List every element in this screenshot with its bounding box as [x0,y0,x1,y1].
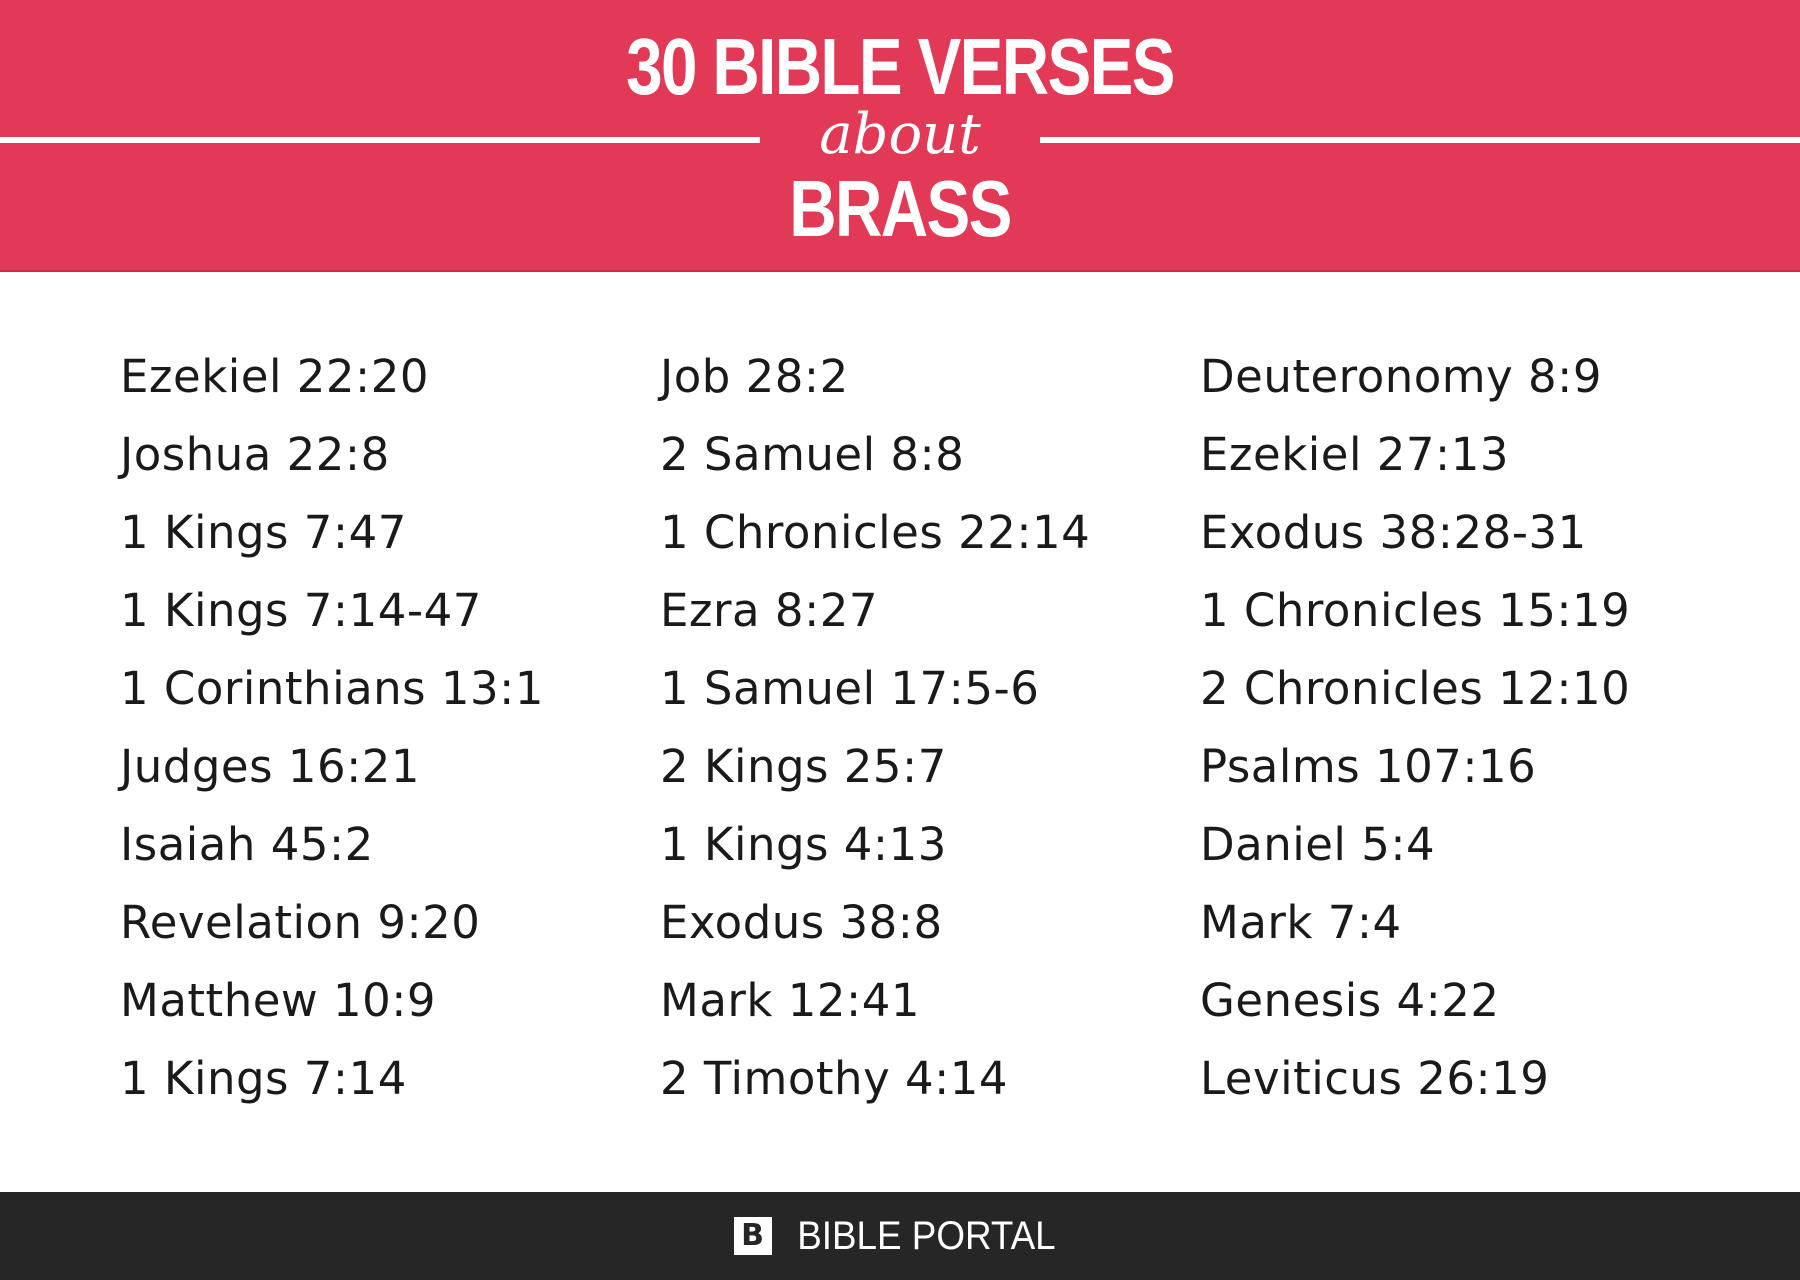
verse-reference[interactable]: 2 Timothy 4:14 [660,1052,1009,1105]
verse-reference[interactable]: Ezekiel 22:20 [120,350,429,403]
verse-reference[interactable]: 1 Chronicles 22:14 [660,506,1091,559]
header-rule-right [1040,137,1800,143]
verse-reference[interactable]: Ezekiel 27:13 [1200,428,1509,481]
verse-reference[interactable]: Isaiah 45:2 [120,818,374,871]
verse-reference[interactable]: 1 Chronicles 15:19 [1200,584,1631,637]
verse-reference[interactable]: Deuteronomy 8:9 [1200,350,1602,403]
verse-reference[interactable]: Genesis 4:22 [1200,974,1500,1027]
verse-reference[interactable]: Exodus 38:8 [660,896,943,949]
page-title: 30 BIBLE VERSES [626,22,1175,111]
verse-reference[interactable]: Revelation 9:20 [120,896,481,949]
verse-column-1: Ezekiel 22:20 Joshua 22:8 1 Kings 7:47 1… [120,338,544,1118]
verse-reference[interactable]: Ezra 8:27 [660,584,878,637]
verse-reference[interactable]: Joshua 22:8 [120,428,390,481]
verse-reference[interactable]: Leviticus 26:19 [1200,1052,1550,1105]
header-rule-left [0,137,760,143]
verse-reference[interactable]: Matthew 10:9 [120,974,437,1027]
footer-bar: B BIBLE PORTAL [0,1192,1800,1280]
verse-reference[interactable]: Daniel 5:4 [1200,818,1436,871]
verse-reference[interactable]: 2 Samuel 8:8 [660,428,965,481]
verse-reference[interactable]: Exodus 38:28-31 [1200,506,1587,559]
verse-column-3: Deuteronomy 8:9 Ezekiel 27:13 Exodus 38:… [1200,338,1630,1118]
verse-reference[interactable]: Job 28:2 [660,350,849,403]
brand-link[interactable]: B BIBLE PORTAL [0,1192,1800,1280]
verse-reference[interactable]: 1 Kings 7:47 [120,506,407,559]
verse-reference[interactable]: 2 Chronicles 12:10 [1200,662,1631,715]
verse-reference[interactable]: 1 Kings 7:14 [120,1052,407,1105]
brand-name: BIBLE PORTAL [796,1213,1056,1258]
verse-reference[interactable]: 1 Corinthians 13:1 [120,662,544,715]
verse-reference[interactable]: 1 Samuel 17:5-6 [660,662,1040,715]
page-topic: BRASS [789,164,1012,253]
bible-portal-logo-icon: B [733,1217,772,1255]
verse-reference[interactable]: Mark 7:4 [1200,896,1402,949]
title-connector: about [819,102,981,167]
header-banner: 30 BIBLE VERSES about BRASS [0,0,1800,272]
verse-column-2: Job 28:2 2 Samuel 8:8 1 Chronicles 22:14… [660,338,1090,1118]
verse-reference[interactable]: Judges 16:21 [120,740,421,793]
verse-reference[interactable]: 1 Kings 4:13 [660,818,947,871]
verse-reference[interactable]: 2 Kings 25:7 [660,740,947,793]
verse-reference[interactable]: Mark 12:41 [660,974,920,1027]
verse-reference[interactable]: 1 Kings 7:14-47 [120,584,482,637]
verse-reference[interactable]: Psalms 107:16 [1200,740,1537,793]
